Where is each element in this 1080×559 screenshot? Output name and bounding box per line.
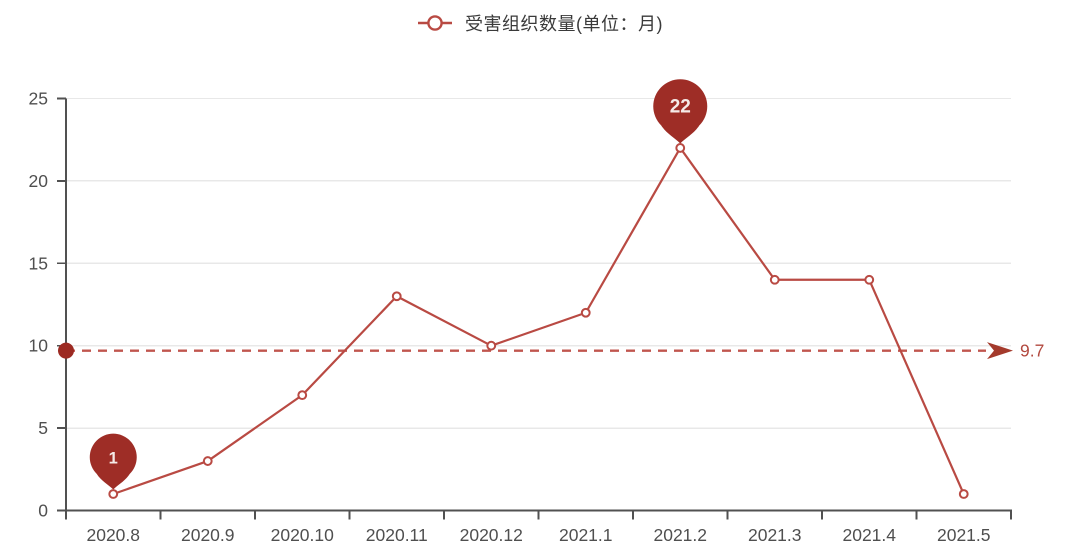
x-axis-label: 2020.12: [460, 525, 523, 545]
y-axis-label: 15: [29, 253, 48, 273]
y-axis-label: 20: [29, 171, 49, 191]
pin-balloon-icon: [89, 433, 137, 490]
average-line-arrow-icon: [987, 342, 1013, 360]
data-point-marker[interactable]: [675, 143, 686, 153]
legend-line-marker-icon: [418, 15, 452, 31]
data-point-marker[interactable]: [202, 456, 213, 466]
pin-value-label: 1: [109, 448, 118, 467]
data-point-marker[interactable]: [486, 340, 497, 351]
pin-value-label: 22: [670, 96, 691, 117]
legend-item[interactable]: 受害组织数量(单位：月): [0, 9, 1080, 37]
x-axis-label: 2021.4: [842, 525, 896, 545]
data-point-marker[interactable]: [108, 489, 119, 499]
x-axis-label: 2021.3: [748, 525, 802, 545]
legend-label: 受害组织数量(单位：月): [465, 14, 663, 34]
average-line-start-dot-icon: [58, 342, 74, 359]
y-axis-label: 10: [29, 336, 49, 356]
x-axis-label: 2020.10: [271, 525, 335, 545]
series-line: [112, 146, 965, 496]
average-value-label: 9.7: [1020, 341, 1044, 361]
y-axis-label: 25: [29, 89, 48, 109]
data-point-marker[interactable]: [297, 390, 308, 401]
max-pin-marker[interactable]: 22: [653, 79, 708, 144]
x-axis-label: 2020.8: [86, 525, 140, 545]
data-point-marker[interactable]: [958, 489, 969, 499]
x-axis-label: 2021.5: [937, 525, 991, 545]
data-point-marker[interactable]: [391, 291, 402, 302]
min-pin-marker[interactable]: 1: [89, 433, 137, 490]
x-axis-label: 2021.2: [653, 525, 707, 545]
data-point-marker[interactable]: [769, 274, 780, 285]
x-axis-label: 2020.11: [366, 525, 428, 545]
data-point-marker[interactable]: [864, 274, 875, 285]
y-axis-label: 0: [38, 501, 48, 521]
pin-balloon-icon: [653, 79, 708, 144]
y-axis-label: 5: [38, 418, 48, 438]
x-axis-label: 2020.9: [181, 525, 235, 545]
data-point-marker[interactable]: [580, 307, 591, 318]
x-axis-label: 2021.1: [559, 525, 613, 545]
